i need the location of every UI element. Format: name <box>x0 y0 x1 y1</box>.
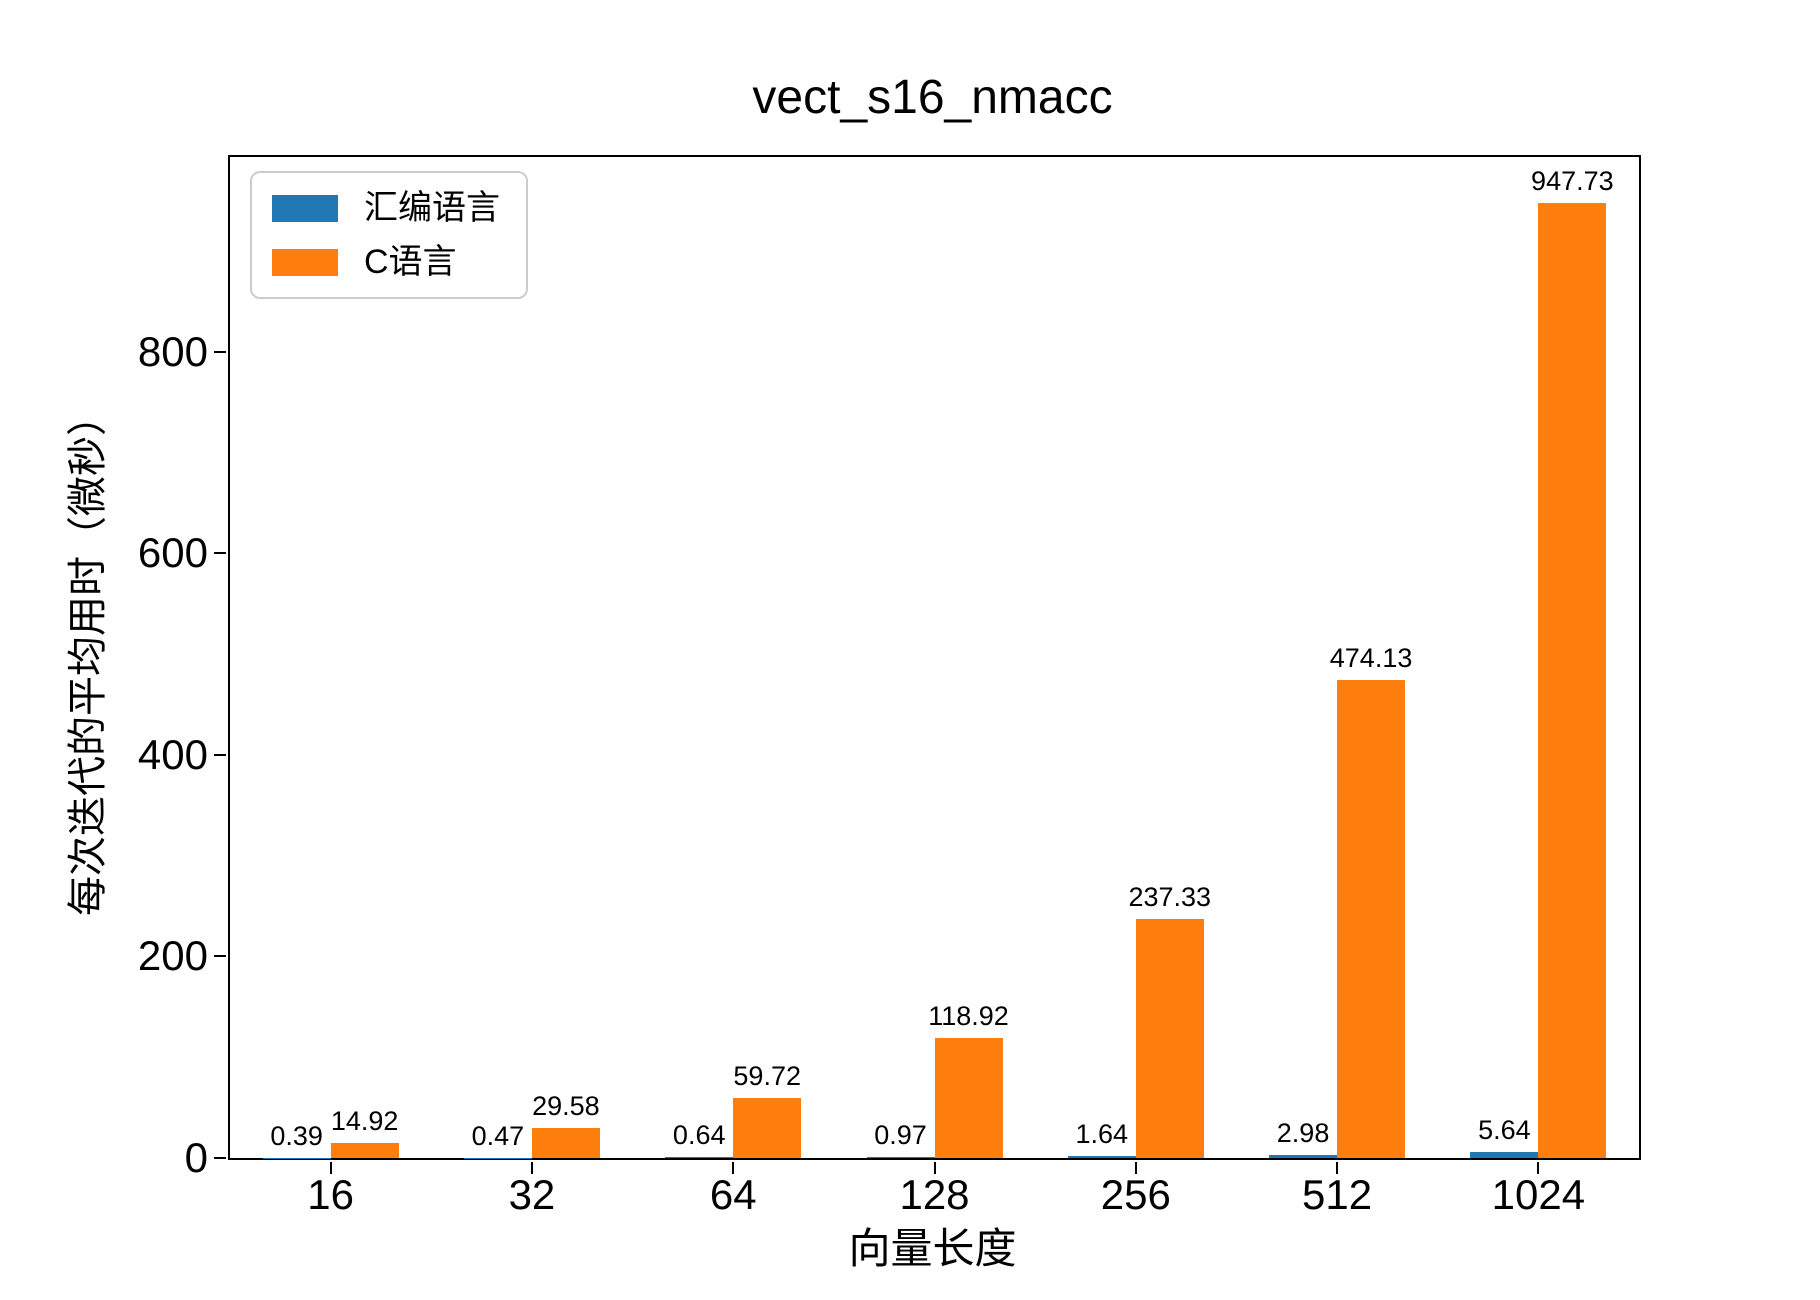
bar-value-label: 0.97 <box>874 1120 927 1151</box>
x-tick-label: 256 <box>1100 1171 1171 1218</box>
x-tick-label: 32 <box>508 1171 556 1218</box>
bar <box>1538 202 1607 1158</box>
bar-value-label: 0.39 <box>270 1120 323 1151</box>
bar <box>1337 680 1406 1158</box>
bar-value-label: 474.13 <box>1329 643 1413 674</box>
x-tick-label: 64 <box>709 1171 757 1218</box>
y-tick-mark <box>214 1157 226 1159</box>
bar <box>531 1128 600 1158</box>
legend-swatch-series2-icon <box>272 248 338 276</box>
bar-value-label: 59.72 <box>733 1060 801 1091</box>
y-tick-mark <box>214 955 226 958</box>
y-tick-label: 800 <box>137 327 208 375</box>
bar-value-label: 237.33 <box>1128 881 1212 912</box>
bar-value-label: 2.98 <box>1276 1118 1330 1148</box>
y-axis-label-text: 每次迭代的平均用时（微秒） <box>66 395 110 916</box>
y-tick-label: 600 <box>137 529 208 577</box>
bar <box>1135 918 1204 1158</box>
bar <box>330 1142 399 1158</box>
bar <box>1470 1152 1539 1158</box>
bar <box>1269 1155 1338 1158</box>
legend-item: 汇编语言 <box>272 191 500 225</box>
bar-value-label: 0.47 <box>471 1120 525 1151</box>
bar <box>1067 1156 1136 1158</box>
x-tick-label: 512 <box>1302 1171 1373 1218</box>
x-tick-mark <box>1336 1162 1339 1174</box>
x-tick-mark <box>530 1162 533 1174</box>
legend-label: C语言 <box>364 243 457 281</box>
x-tick-label: 1024 <box>1491 1171 1586 1218</box>
bar <box>733 1097 802 1158</box>
bar-value-label: 5.64 <box>1478 1115 1531 1146</box>
y-tick-label: 0 <box>184 1134 208 1181</box>
x-tick-mark <box>933 1162 936 1174</box>
bar <box>866 1157 935 1158</box>
x-tick-mark <box>732 1162 735 1174</box>
x-tick-label: 16 <box>307 1171 354 1218</box>
y-tick-label: 400 <box>137 730 208 778</box>
y-axis-label: 每次迭代的平均用时（微秒） <box>28 155 148 1156</box>
y-tick-mark <box>214 753 226 756</box>
y-tick-label: 200 <box>137 932 208 980</box>
bar-value-label: 118.92 <box>928 1001 1009 1032</box>
legend: 汇编语言 C语言 <box>250 171 528 299</box>
x-tick-mark <box>1537 1162 1540 1174</box>
bar-value-label: 0.64 <box>672 1120 726 1151</box>
x-tick-mark <box>329 1162 332 1174</box>
x-tick-mark <box>1134 1162 1137 1174</box>
x-tick-label: 128 <box>899 1171 970 1218</box>
legend-label: 汇编语言 <box>364 189 500 227</box>
x-axis-label: 向量长度 <box>848 1225 1017 1272</box>
plot-area: 汇编语言 C语言 0 200 400 600 800 16 0.39 14.92 32 0.47 2… <box>138 155 1641 1216</box>
legend-swatch-series1-icon <box>272 194 338 222</box>
bar-value-label: 14.92 <box>330 1105 399 1136</box>
bar-value-label: 947.73 <box>1531 165 1614 196</box>
chart-title: vect_s16_nmacc <box>752 71 1113 124</box>
bar <box>934 1038 1003 1158</box>
bar-value-label: 1.64 <box>1075 1119 1129 1150</box>
y-tick-mark <box>214 350 226 353</box>
bar-value-label: 29.58 <box>532 1091 600 1122</box>
legend-item: C语言 <box>272 245 500 279</box>
bar <box>665 1157 734 1158</box>
y-tick-mark <box>214 552 226 555</box>
